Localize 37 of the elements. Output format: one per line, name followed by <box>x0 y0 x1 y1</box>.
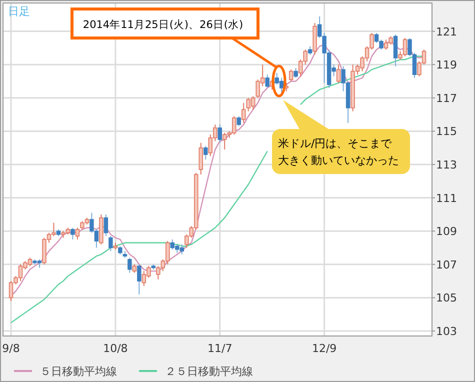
candlestick <box>204 146 208 160</box>
y-tick-label: 107 <box>436 258 457 272</box>
candlestick <box>128 257 132 274</box>
candlestick <box>104 214 108 237</box>
candlestick <box>70 227 75 240</box>
callout-date: 2014年11月25日(火)、26日(水) <box>70 8 286 98</box>
y-tick-label: 105 <box>436 292 457 305</box>
candlestick <box>108 236 113 252</box>
x-tick-label: 12/9 <box>312 342 337 355</box>
annotation: 米ドル/円は、そこまで大きく動いていなかった <box>278 137 399 167</box>
legend-label: ５日移動平均線 <box>40 365 117 378</box>
candlestick <box>294 67 298 78</box>
annotation: 日足 <box>8 5 30 18</box>
candlestick <box>236 116 241 127</box>
candlestick <box>336 64 341 84</box>
callout-note: 米ドル/円は、そこまで大きく動いていなかった <box>272 100 410 174</box>
candlestick <box>137 264 142 295</box>
y-tick-label: 117 <box>436 92 457 105</box>
annotation: 2014年11月25日(火)、26日(水) <box>82 18 244 31</box>
y-tick-label: 109 <box>436 225 457 238</box>
x-tick-label: 10/8 <box>103 342 128 355</box>
y-tick-label: 113 <box>436 158 457 172</box>
legend-label: ２５日移動平均線 <box>165 365 253 378</box>
x-tick-label: 11/7 <box>208 342 232 355</box>
candlestick <box>393 34 398 67</box>
y-tick-label: 119 <box>436 58 457 72</box>
candlestick <box>218 124 222 144</box>
y-tick-label: 111 <box>436 192 457 205</box>
y-tick-label: 103 <box>436 325 457 338</box>
x-tick-label: 9/8 <box>2 342 20 355</box>
y-tick-label: 121 <box>436 25 457 38</box>
y-tick-label: 115 <box>436 125 457 138</box>
candlestick <box>288 69 294 82</box>
candlestick <box>265 74 270 88</box>
candlestick <box>75 227 80 240</box>
candlestick <box>242 102 246 124</box>
candlestick <box>198 142 203 175</box>
